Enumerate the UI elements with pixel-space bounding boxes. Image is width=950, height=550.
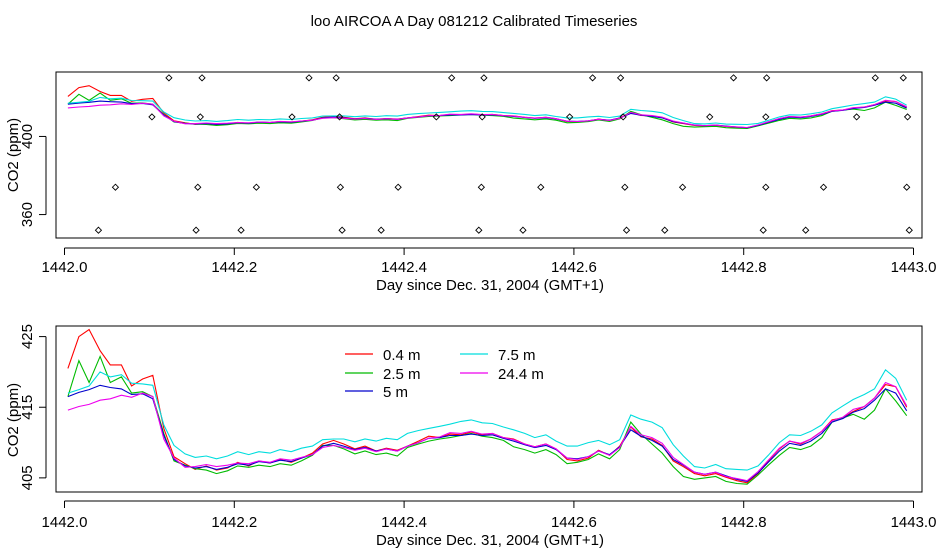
y-tick-label: 400	[19, 124, 36, 149]
data-marker	[252, 183, 261, 191]
series-line-bottom	[67, 368, 908, 471]
x-tick-label: 1442.4	[381, 514, 427, 531]
series-line-bottom	[67, 328, 908, 484]
y-tick-label: 415	[19, 395, 36, 420]
data-marker	[288, 113, 296, 121]
data-marker	[905, 226, 913, 234]
data-marker	[706, 113, 714, 121]
data-marker	[237, 226, 245, 234]
data-marker	[198, 74, 206, 82]
panel-bottom: 1442.0 1442.2 1442.4 1442.6 1442.8 1443.0 405…	[5, 324, 936, 549]
data-marker	[338, 226, 346, 234]
x-tick-label: 1442.0	[42, 259, 88, 276]
y-tick-label: 360	[19, 202, 36, 227]
legend-label: 2.5 m	[383, 366, 421, 383]
data-marker	[621, 183, 629, 191]
data-marker	[903, 183, 911, 191]
marker-group-top	[94, 74, 913, 234]
data-marker	[519, 226, 527, 234]
x-tick-label: 1442.0	[42, 514, 88, 531]
data-marker	[475, 226, 483, 234]
x-tick-label: 1442.8	[721, 259, 767, 276]
data-marker	[588, 74, 597, 82]
y-axis-bottom: 405 415 425	[19, 324, 47, 490]
plot-frame-top	[55, 71, 923, 239]
data-marker	[196, 113, 204, 121]
data-marker	[903, 113, 912, 121]
legend-label: 24.4 m	[498, 366, 544, 383]
series-line-top	[67, 96, 907, 126]
data-marker	[477, 183, 485, 191]
series-group-bottom	[67, 328, 908, 485]
x-tick-label: 1443.0	[891, 259, 937, 276]
data-marker	[619, 113, 627, 121]
data-marker	[332, 74, 340, 82]
data-marker	[759, 226, 767, 234]
data-marker	[802, 226, 810, 234]
data-marker	[537, 183, 545, 191]
data-marker	[762, 74, 771, 82]
y-tick-label: 425	[19, 324, 36, 349]
series-group-top	[67, 85, 907, 129]
data-marker	[661, 226, 669, 234]
legend-label: 5 m	[383, 384, 408, 401]
data-marker	[336, 183, 345, 191]
legend-label: 7.5 m	[498, 347, 536, 364]
data-marker	[762, 113, 770, 121]
data-marker	[165, 74, 173, 82]
data-marker	[566, 113, 574, 121]
x-tick-label: 1442.2	[211, 259, 257, 276]
data-marker	[192, 226, 200, 234]
series-line-bottom	[67, 381, 908, 482]
x-tick-label: 1442.2	[211, 514, 257, 531]
data-marker	[871, 74, 879, 82]
data-marker	[394, 183, 402, 191]
series-line-top	[67, 99, 907, 129]
series-line-bottom	[67, 354, 908, 485]
y-tick-label: 405	[19, 465, 36, 490]
x-tick-label: 1442.8	[721, 514, 767, 531]
data-marker	[148, 113, 156, 121]
y-axis-top: 360 400	[19, 124, 47, 227]
data-marker	[335, 113, 344, 121]
data-marker	[432, 113, 440, 121]
data-marker	[819, 183, 828, 191]
data-marker	[852, 113, 861, 121]
series-line-top	[67, 85, 907, 129]
x-tick-label: 1443.0	[891, 514, 937, 531]
legend-label: 0.4 m	[383, 347, 421, 364]
y-axis-label-top: CO2 (ppm)	[5, 118, 22, 192]
data-marker	[616, 74, 625, 82]
x-tick-label: 1442.4	[381, 259, 427, 276]
x-tick-label: 1442.6	[551, 259, 597, 276]
data-marker	[678, 183, 687, 191]
x-tick-label: 1442.6	[551, 514, 597, 531]
y-axis-label-bottom: CO2 (ppm)	[5, 383, 22, 457]
chart-title: loo AIRCOA A Day 081212 Calibrated Times…	[311, 13, 638, 30]
panel-top: 1442.0 1442.2 1442.4 1442.6 1442.8 1443.0 360…	[5, 71, 937, 294]
legend: 0.4 m 2.5 m5 m 7.5 m 24.4 m	[345, 347, 544, 401]
data-marker	[729, 74, 738, 82]
data-marker	[448, 74, 456, 82]
x-axis-label-bottom: Day since Dec. 31, 2004 (GMT+1)	[376, 532, 604, 549]
x-axis-bottom: 1442.0 1442.2 1442.4 1442.6 1442.8 1443.0	[42, 500, 937, 531]
data-marker	[377, 226, 385, 234]
x-axis-top: 1442.0 1442.2 1442.4 1442.6 1442.8 1443.0	[42, 247, 937, 276]
series-line-bottom	[67, 384, 908, 482]
data-marker	[111, 183, 120, 191]
data-marker	[194, 183, 202, 191]
data-marker	[94, 226, 103, 234]
plot-frame-bottom	[55, 325, 923, 493]
x-axis-label-top: Day since Dec. 31, 2004 (GMT+1)	[376, 277, 604, 294]
data-marker	[622, 226, 631, 234]
data-marker	[899, 74, 907, 82]
data-marker	[762, 183, 770, 191]
data-marker	[305, 74, 313, 82]
data-marker	[480, 74, 488, 82]
data-marker	[478, 113, 486, 121]
